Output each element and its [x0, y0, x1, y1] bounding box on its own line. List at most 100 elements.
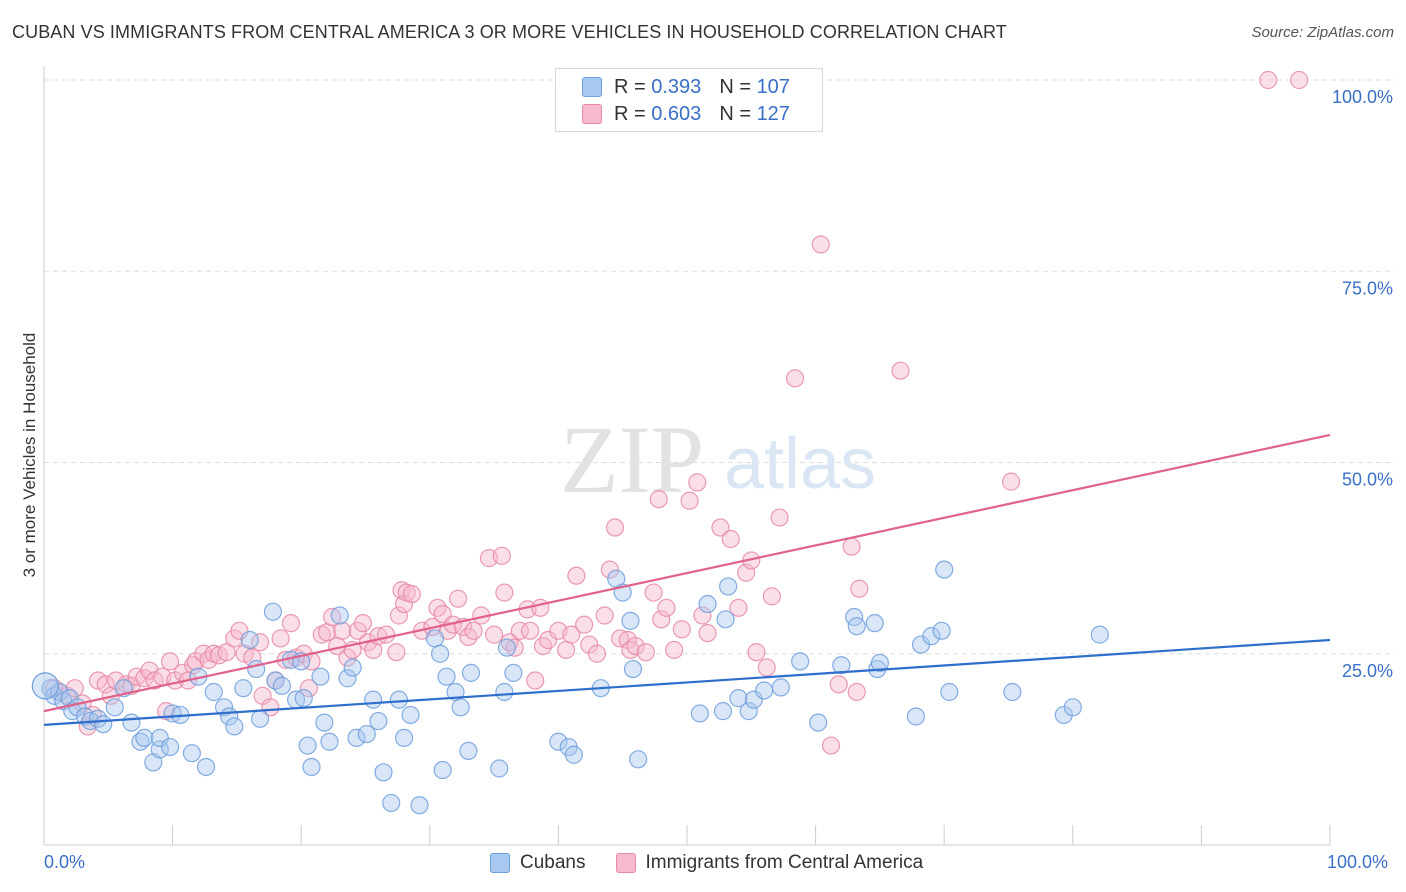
- data-point: [492, 546, 511, 565]
- data-point: [847, 682, 866, 702]
- data-point: [410, 796, 429, 815]
- data-point: [294, 689, 313, 708]
- data-point: [649, 490, 668, 509]
- legend-item-cubans[interactable]: Cubans: [490, 852, 586, 874]
- data-point: [311, 667, 330, 686]
- data-point: [611, 629, 630, 648]
- data-point: [459, 741, 478, 761]
- data-point: [629, 750, 648, 769]
- data-point: [557, 640, 576, 660]
- data-point: [495, 682, 514, 702]
- data-point: [744, 690, 763, 709]
- data-point: [394, 594, 414, 614]
- data-point: [713, 702, 733, 721]
- data-point: [160, 737, 180, 757]
- data-point: [829, 675, 848, 694]
- data-point: [564, 745, 583, 764]
- data-point: [31, 672, 59, 700]
- data-point: [217, 643, 236, 662]
- x-tick-label-min: 0.0%: [44, 852, 86, 872]
- data-point: [315, 713, 334, 732]
- data-point: [1259, 70, 1278, 90]
- data-point: [196, 757, 216, 777]
- data-point: [88, 709, 108, 728]
- data-point: [770, 508, 789, 527]
- data-point: [451, 698, 470, 717]
- data-point: [505, 638, 524, 657]
- y-tick-label: 75.0%: [1342, 278, 1393, 298]
- data-point: [729, 689, 748, 708]
- data-point: [809, 713, 828, 732]
- data-point: [580, 635, 599, 654]
- data-point: [906, 707, 926, 726]
- data-point: [932, 621, 951, 640]
- data-point: [281, 614, 301, 633]
- data-point: [711, 518, 730, 537]
- data-point: [353, 614, 373, 633]
- data-point: [464, 621, 483, 640]
- data-point: [865, 614, 884, 633]
- n-value: 107: [756, 75, 790, 98]
- data-point: [204, 682, 223, 702]
- data-point: [382, 793, 401, 813]
- data-point: [402, 584, 421, 604]
- data-point: [657, 598, 676, 617]
- series-cubans-points: [31, 560, 1109, 815]
- legend-label-immigrants: Immigrants from Central America: [645, 852, 924, 873]
- data-point: [698, 623, 717, 643]
- data-point: [271, 629, 290, 648]
- data-point: [425, 629, 445, 648]
- data-point: [935, 560, 954, 579]
- data-point: [842, 537, 861, 556]
- data-point: [65, 679, 84, 698]
- data-point: [389, 690, 409, 709]
- legend-item-immigrants[interactable]: Immigrants from Central America: [615, 852, 924, 874]
- data-point: [847, 617, 866, 636]
- data-point: [762, 587, 781, 606]
- data-point: [1290, 70, 1309, 90]
- cubans-swatch: [582, 77, 602, 97]
- legend-row-cubans: R = 0.393 N = 107: [582, 74, 790, 100]
- data-point: [680, 491, 699, 510]
- chart-title: CUBAN VS IMMIGRANTS FROM CENTRAL AMERICA…: [12, 22, 1007, 42]
- data-point: [1090, 625, 1109, 644]
- data-point: [135, 728, 154, 748]
- data-point: [247, 659, 266, 679]
- data-point: [302, 757, 321, 777]
- data-point: [320, 732, 339, 751]
- data-point: [716, 610, 735, 629]
- data-point: [50, 682, 69, 702]
- data-point: [182, 744, 201, 763]
- data-point: [394, 728, 414, 748]
- data-point: [374, 763, 393, 782]
- data-point: [122, 713, 141, 732]
- data-point: [623, 659, 643, 679]
- data-point: [364, 690, 383, 709]
- data-point: [160, 652, 180, 671]
- data-point: [497, 638, 517, 657]
- data-point: [526, 671, 545, 690]
- data-point: [1001, 472, 1021, 491]
- trend-line: [43, 638, 1331, 726]
- data-point: [771, 678, 790, 697]
- data-point: [495, 583, 514, 602]
- data-point: [343, 658, 362, 677]
- data-point: [757, 658, 776, 677]
- data-point: [214, 698, 234, 717]
- data-point: [485, 625, 504, 644]
- data-point: [369, 711, 388, 731]
- data-point: [636, 643, 655, 662]
- data-point: [621, 611, 640, 630]
- data-point: [272, 676, 292, 695]
- n-label: N =: [719, 102, 751, 125]
- data-point: [672, 620, 691, 639]
- data-point: [567, 566, 586, 585]
- data-point: [230, 621, 249, 640]
- legend-row-immigrants: R = 0.603 N = 127: [582, 101, 790, 127]
- data-point: [739, 702, 758, 721]
- data-point: [850, 579, 869, 598]
- data-point: [891, 361, 910, 380]
- data-point: [330, 606, 349, 625]
- trend-line: [43, 433, 1331, 713]
